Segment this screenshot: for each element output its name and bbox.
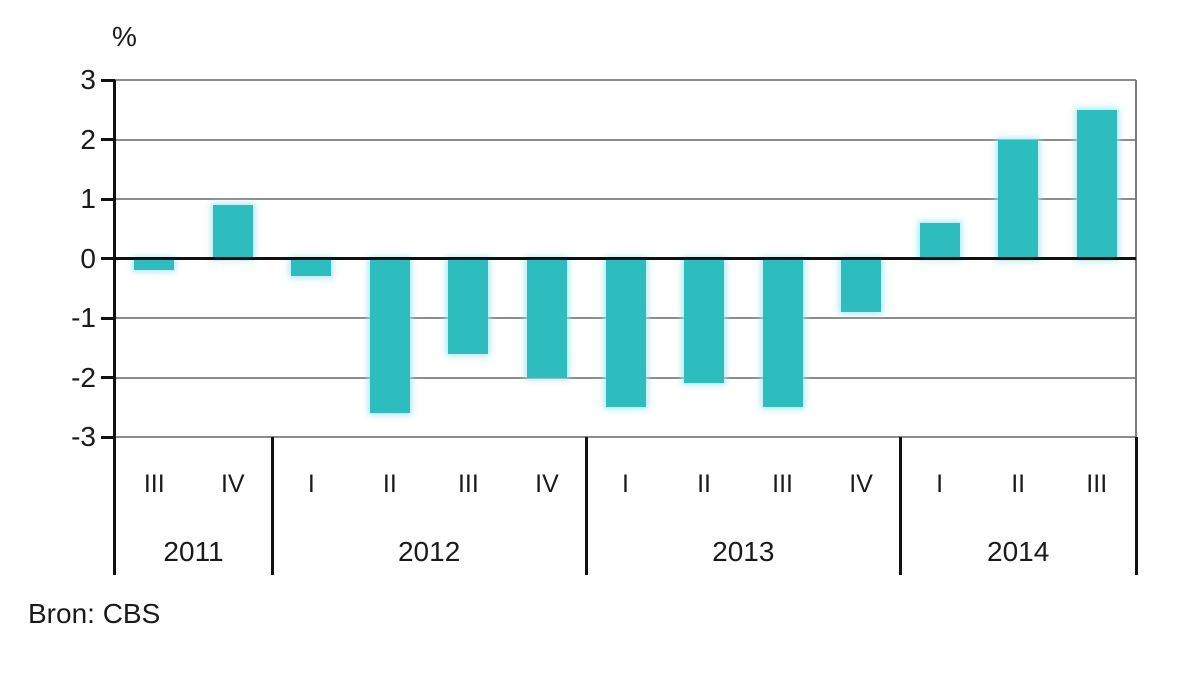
- y-axis-tick--1: [101, 316, 115, 320]
- x-year-label-2014: 2014: [987, 536, 1050, 567]
- year-separator-2013: [584, 437, 588, 575]
- y-axis-label-0: 0: [80, 242, 96, 274]
- plot-right-border: [1135, 80, 1137, 437]
- bar-2011-IV: [212, 204, 253, 259]
- year-separator-2014: [898, 437, 902, 575]
- source-label: Bron: CBS: [28, 598, 161, 629]
- y-axis-unit-label: %: [112, 21, 137, 52]
- x-quarter-label-2014-II: II: [1011, 470, 1026, 498]
- x-year-label-2012: 2012: [397, 536, 461, 567]
- y-axis-label-3: 3: [80, 64, 96, 95]
- x-quarter-label-2014-I: I: [936, 470, 944, 498]
- bar-2011-III: [134, 258, 175, 271]
- zero-line: [115, 257, 1136, 260]
- bar-2013-II: [684, 258, 725, 384]
- x-quarter-label-2012-IV: IV: [535, 470, 559, 498]
- x-quarter-label-2013-IV: IV: [849, 470, 873, 498]
- x-quarter-label-2013-III: III: [772, 470, 793, 498]
- bar-2014-II: [998, 139, 1039, 259]
- bar-2014-I: [919, 222, 960, 259]
- y-axis-tick-3: [101, 78, 115, 82]
- x-quarter-label-2012-I: I: [307, 470, 315, 498]
- x-quarter-label-2011-IV: IV: [220, 470, 245, 498]
- year-separator-2012: [270, 437, 274, 575]
- x-quarter-label-2011-III: III: [143, 470, 165, 498]
- bar-2012-III: [448, 258, 489, 354]
- y-axis-tick--2: [101, 376, 115, 379]
- y-axis-tick-0: [101, 257, 115, 260]
- gridline-3: [115, 79, 1136, 81]
- y-axis-label-1: 1: [80, 183, 96, 214]
- bar-2014-III: [1076, 109, 1117, 259]
- y-axis-label--2: -2: [71, 361, 96, 393]
- y-axis-label--1: -1: [71, 302, 96, 333]
- year-separator-right-edge: [1134, 437, 1138, 575]
- gridline--3: [115, 436, 1136, 438]
- bar-2012-I: [291, 258, 332, 277]
- bar-2012-II: [369, 258, 410, 414]
- x-quarter-label-2012-III: III: [457, 470, 479, 498]
- y-axis-tick-2: [101, 138, 115, 141]
- y-axis-label--3: -3: [71, 421, 96, 452]
- x-year-label-2013: 2013: [712, 536, 775, 567]
- bar-2012-IV: [526, 258, 567, 378]
- x-year-label-2011: 2011: [163, 536, 224, 567]
- bar-2013-IV: [841, 258, 882, 313]
- gridline-1: [115, 198, 1136, 200]
- bar-2013-I: [605, 258, 646, 408]
- bar-2013-III: [762, 258, 803, 408]
- x-quarter-label-2013-I: I: [622, 470, 629, 498]
- gridline-2: [115, 138, 1136, 141]
- y-axis-tick--3: [101, 435, 115, 439]
- x-quarter-label-2013-II: II: [697, 470, 711, 498]
- x-quarter-label-2014-III: III: [1086, 470, 1108, 498]
- y-axis-tick-1: [101, 197, 115, 201]
- x-quarter-label-2012-II: II: [382, 470, 397, 498]
- y-axis-label-2: 2: [80, 123, 96, 155]
- y-axis-line: [113, 80, 116, 575]
